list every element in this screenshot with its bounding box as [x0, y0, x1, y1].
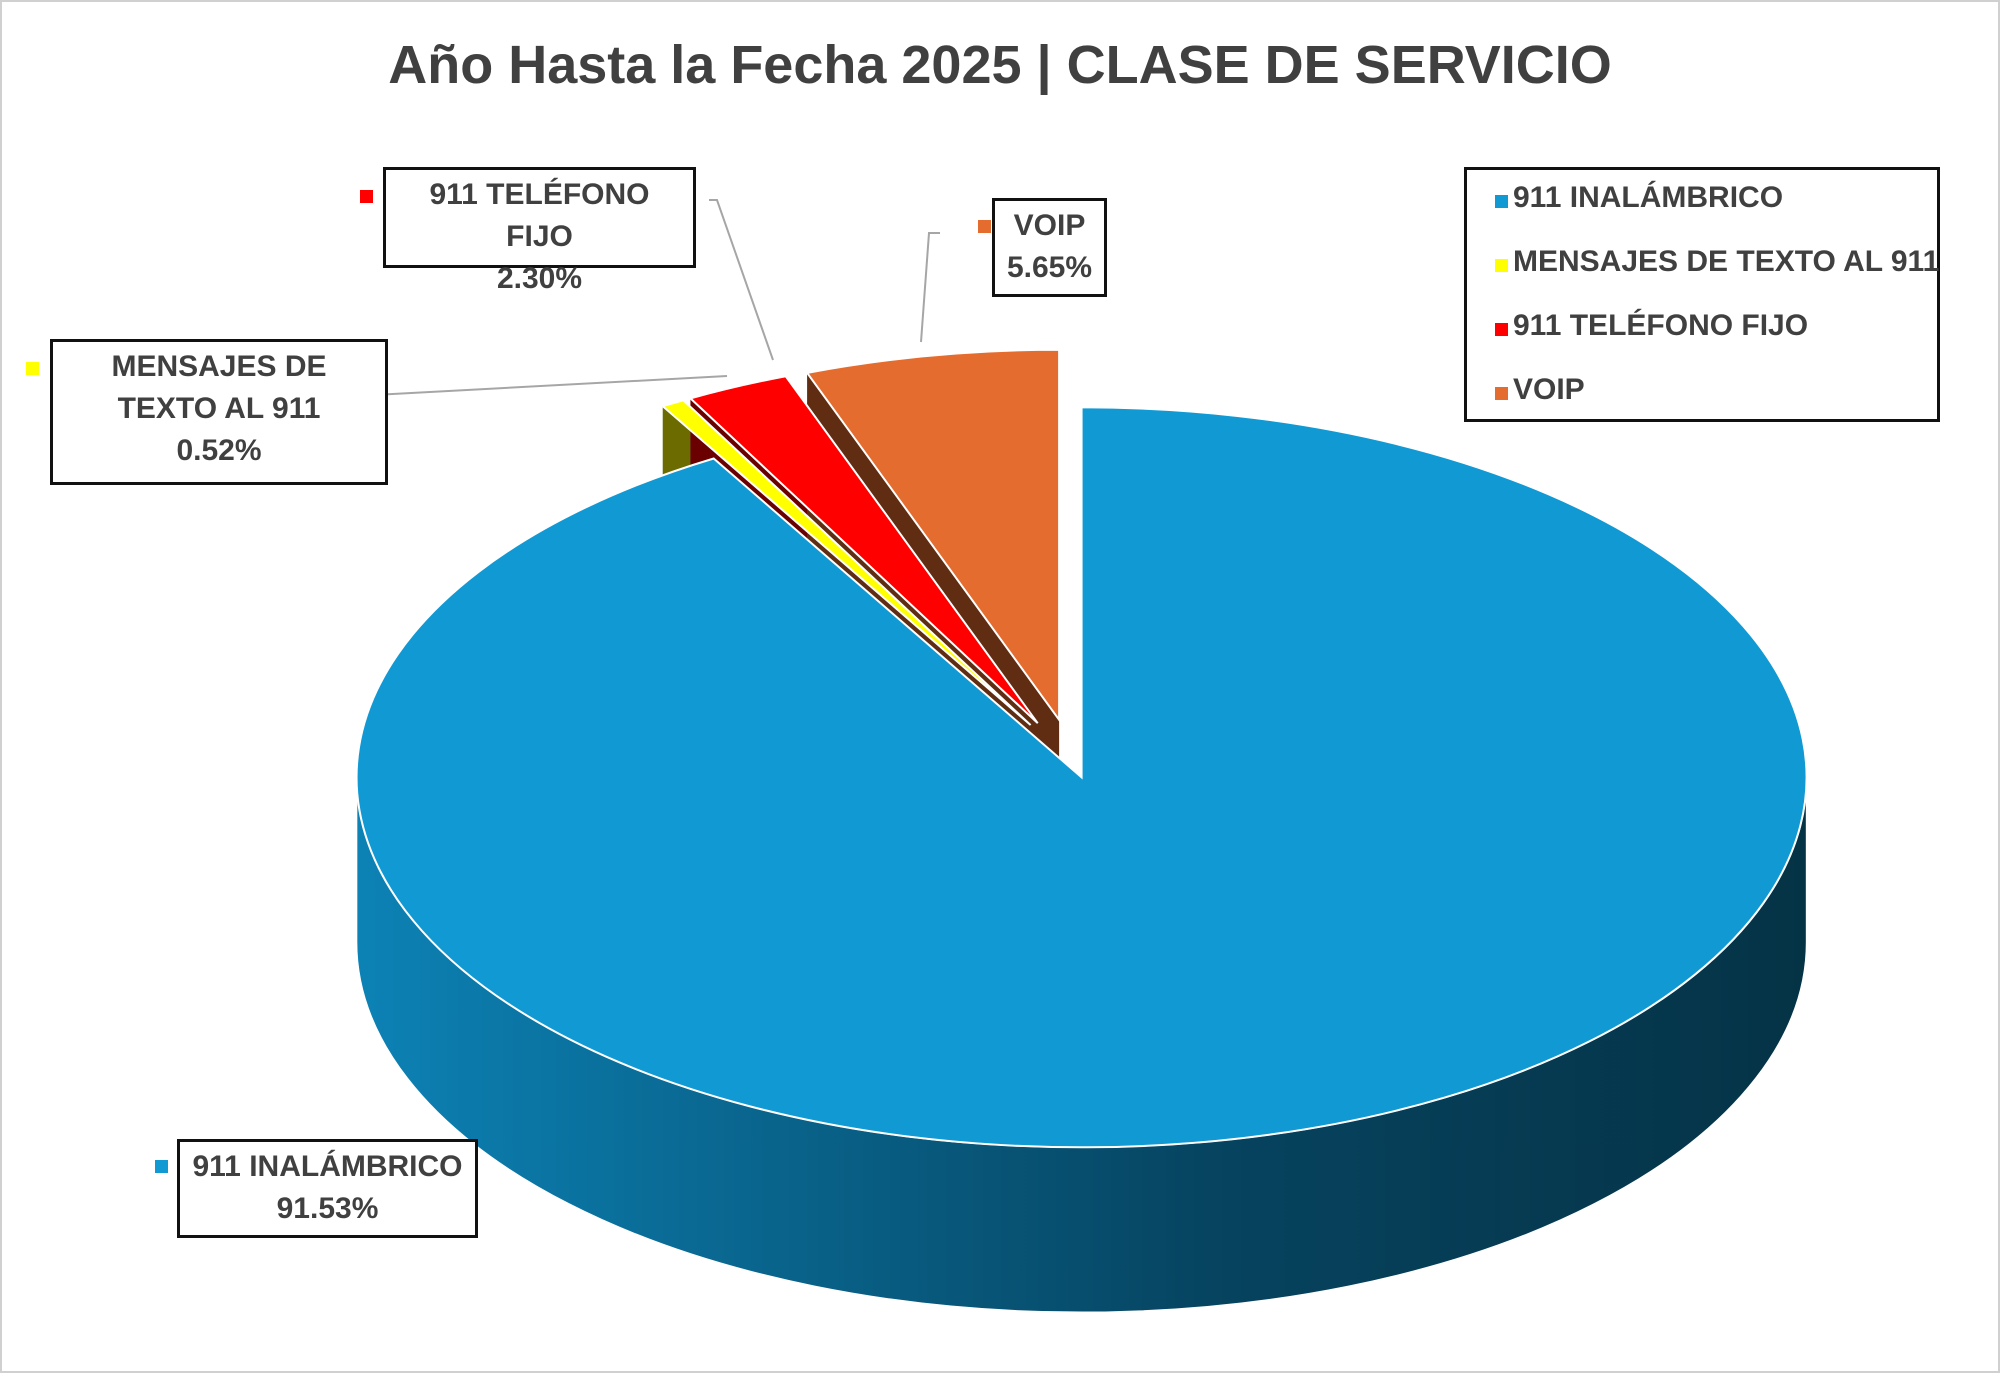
label-category: 911 TELÉFONO FIJO — [429, 178, 650, 253]
legend-label: 911 INALÁMBRICO — [1513, 181, 1784, 214]
label-value: 91.53% — [276, 1192, 379, 1225]
leader-line — [709, 199, 774, 361]
leader-lines — [336, 199, 940, 398]
label-marker — [26, 362, 39, 375]
legend-marker — [1495, 323, 1508, 336]
legend-label: MENSAJES DE TEXTO AL 911 — [1513, 245, 1940, 278]
legend: 911 INALÁMBRICO MENSAJES DE TEXTO AL 911 9… — [1464, 167, 1940, 422]
pie — [355, 348, 1808, 1313]
label-category: 911 INALÁMBRICO — [192, 1150, 463, 1183]
data-label: MENSAJES DE TEXTO AL 911 0.52% — [50, 339, 388, 485]
label-marker — [155, 1160, 168, 1173]
label-value: 2.30% — [496, 262, 583, 295]
slice — [660, 399, 1032, 726]
slice — [805, 348, 1061, 723]
leader-line — [920, 232, 940, 343]
legend-marker — [1495, 259, 1508, 272]
label-category: MENSAJES DE TEXTO AL 911 — [111, 350, 327, 425]
leader-line — [336, 375, 728, 398]
legend-label: 911 TELÉFONO FIJO — [1513, 309, 1809, 342]
data-label: VOIP 5.65% — [992, 198, 1107, 297]
label-category: VOIP — [1013, 209, 1086, 242]
data-label: 911 TELÉFONO FIJO 2.30% — [383, 167, 696, 295]
legend-marker — [1495, 387, 1508, 400]
label-value: 5.65% — [1006, 251, 1093, 284]
legend-label: VOIP — [1513, 373, 1585, 406]
legend-marker — [1495, 195, 1508, 208]
label-marker — [978, 220, 991, 233]
data-label: 911 INALÁMBRICO 91.53% — [177, 1139, 478, 1238]
label-value: 0.52% — [176, 434, 262, 467]
slice — [688, 375, 1039, 724]
chart-title: Año Hasta la Fecha 2025 | CLASE DE SERVI… — [388, 35, 1612, 95]
label-marker — [360, 190, 373, 203]
slice — [355, 406, 1808, 1149]
